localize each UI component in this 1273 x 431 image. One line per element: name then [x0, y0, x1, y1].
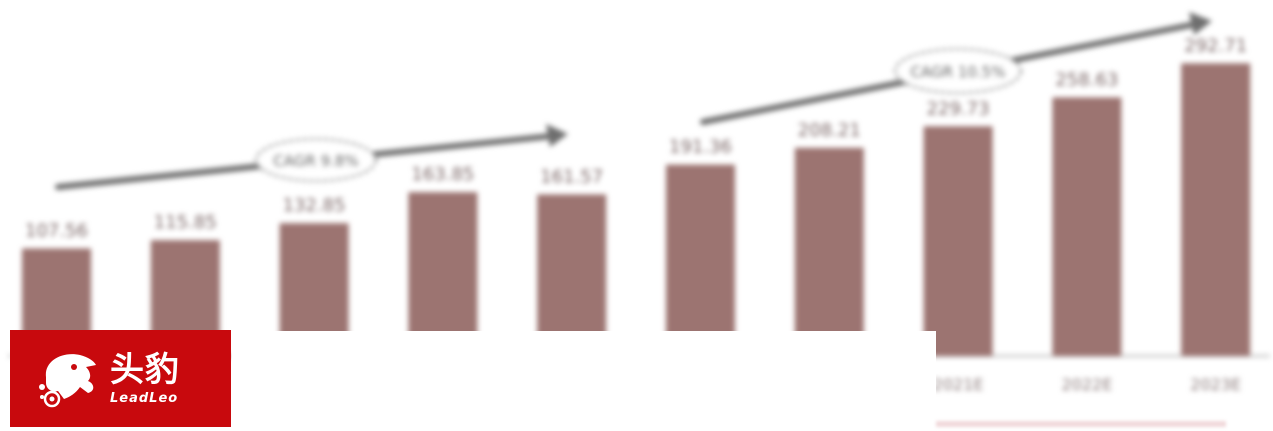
bar-value-label-5: 191.36: [669, 137, 732, 158]
cagr-label-right: CAGR 10.5%: [911, 63, 1006, 81]
bar-value-label-2: 132.85: [283, 195, 346, 216]
bar-value-label-6: 208.21: [798, 120, 861, 141]
bar-5: [666, 164, 735, 356]
bar-9: [1181, 63, 1251, 356]
blank-panel: [232, 331, 936, 427]
leadleo-logo: 头豹 LeadLeo: [10, 330, 231, 427]
bars-layer: [22, 63, 1251, 357]
bar-value-label-9: 292.71: [1184, 35, 1247, 56]
logo-chinese-name: 头豹: [110, 350, 180, 390]
x-tick-label-7: 2021E: [933, 375, 984, 394]
bar-value-label-1: 115.85: [154, 212, 217, 233]
bar-8: [1052, 97, 1122, 357]
bar-6: [794, 147, 864, 356]
logo-english-name: LeadLeo: [110, 391, 179, 406]
bar-value-label-7: 229.73: [927, 98, 990, 119]
labels-layer: 107.56 115.85 132.85 163.85 161.57 191.36 208.…: [25, 35, 1247, 241]
logo-text: 头豹 LeadLeo: [110, 351, 180, 406]
bar-4: [537, 194, 607, 356]
bar-value-label-3: 163.85: [411, 164, 474, 185]
footer-strip: [936, 421, 1226, 427]
x-tick-label-8: 2022E: [1061, 375, 1112, 394]
bar-7: [923, 126, 993, 357]
ticks-layer: 2021E 2022E 2023E: [933, 375, 1241, 394]
cagr-bubble-left: [255, 138, 377, 182]
bar-value-label-4: 161.57: [540, 166, 603, 187]
cagr-label-left: CAGR 9.8%: [273, 152, 358, 170]
cagr-bubble-right: [894, 48, 1022, 94]
trend-arrow-left: CAGR 9.8%: [55, 124, 568, 190]
x-tick-label-9: 2023E: [1190, 375, 1241, 394]
leopard-head-icon: [39, 353, 96, 407]
bar-value-label-8: 258.63: [1055, 69, 1118, 90]
trend-arrow-right: CAGR 10.5%: [700, 12, 1212, 125]
bar-value-label-0: 107.56: [25, 220, 88, 241]
bar-3: [408, 192, 478, 356]
